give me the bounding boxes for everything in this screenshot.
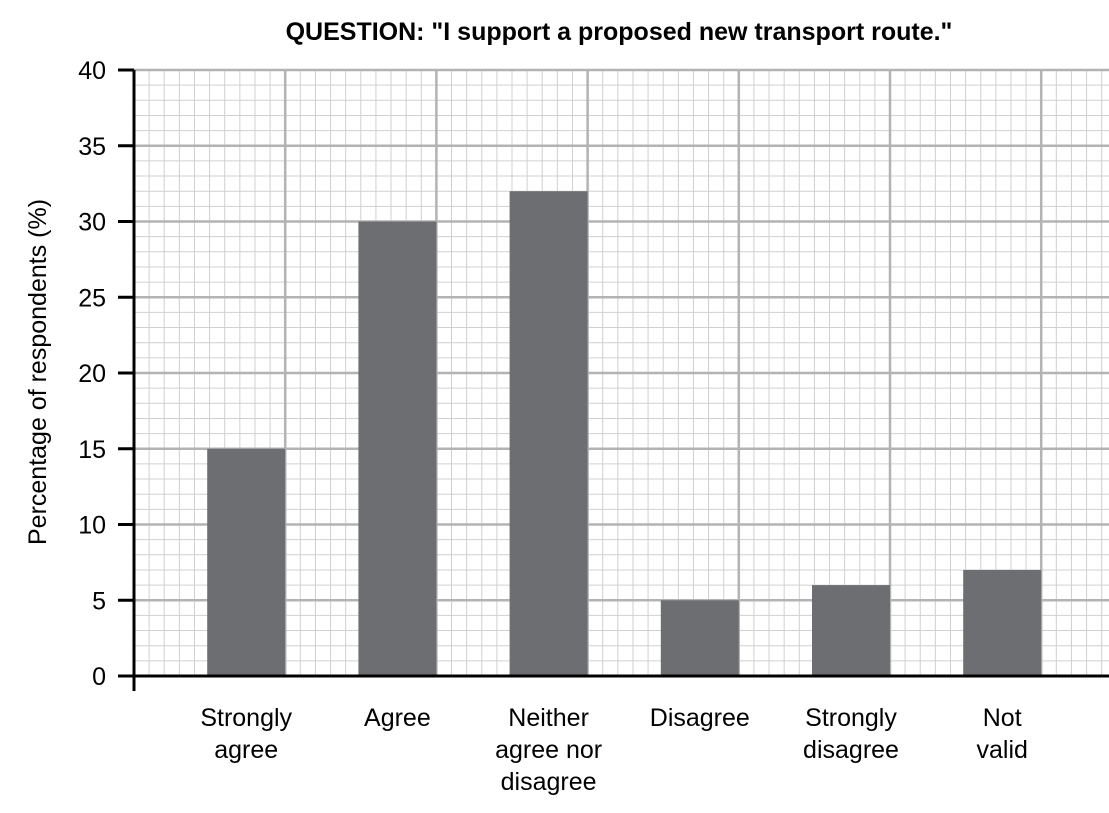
bar-3 — [509, 191, 588, 676]
x-category-label-line: Not — [983, 704, 1022, 732]
x-category-label: Agree — [364, 704, 431, 732]
y-tick-label: 40 — [78, 57, 106, 85]
y-tick-label: 10 — [78, 512, 106, 540]
x-category-label: Neither agree nor disagree — [495, 704, 602, 796]
x-category-label-line: valid — [976, 736, 1027, 764]
bar-1 — [207, 448, 286, 676]
chart-title: QUESTION: "I support a proposed new tran… — [286, 18, 953, 46]
x-category-label-line: agree nor — [495, 736, 602, 764]
x-category-label-line: disagree — [501, 768, 597, 796]
y-tick-label: 30 — [78, 209, 106, 237]
x-category-labels: Strongly agree Agree Neither agree nor disagr… — [200, 704, 1028, 796]
y-tick-label: 20 — [78, 360, 106, 388]
y-tick-label: 25 — [78, 284, 106, 312]
bar-2 — [358, 221, 437, 676]
x-category-label-line: disagree — [803, 736, 899, 764]
y-tick-label: 35 — [78, 133, 106, 161]
x-category-label-line: Agree — [364, 704, 431, 732]
x-category-label-line: Disagree — [650, 704, 750, 732]
y-axis-label: Percentage of respondents (%) — [24, 199, 52, 545]
y-tick-label: 15 — [78, 436, 106, 464]
x-category-label-line: Strongly — [805, 704, 897, 732]
bars — [207, 191, 1042, 676]
x-category-label: Not valid — [976, 704, 1027, 764]
y-tick-label: 0 — [92, 663, 106, 691]
x-category-label-line: agree — [214, 736, 278, 764]
x-category-label: Strongly agree — [200, 704, 292, 764]
x-category-label-line: Neither — [508, 704, 589, 732]
x-category-label: Disagree — [650, 704, 750, 732]
x-category-label: Strongly disagree — [803, 704, 899, 764]
bar-4 — [660, 600, 739, 676]
y-tick-labels: 0 5 10 15 20 25 30 35 40 — [78, 57, 106, 691]
y-tick-label: 5 — [92, 587, 106, 615]
x-category-label-line: Strongly — [200, 704, 292, 732]
bar-5 — [812, 585, 890, 676]
bar-6 — [963, 569, 1042, 676]
axes — [118, 68, 1109, 691]
